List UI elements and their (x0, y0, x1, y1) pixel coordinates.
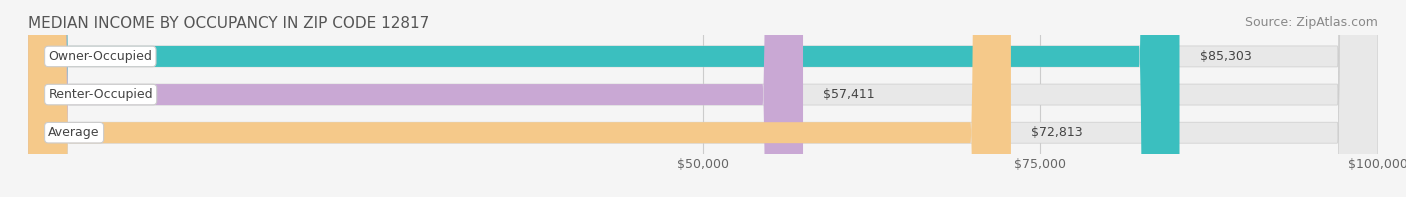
Text: $72,813: $72,813 (1031, 126, 1083, 139)
Text: $85,303: $85,303 (1199, 50, 1251, 63)
Text: Source: ZipAtlas.com: Source: ZipAtlas.com (1244, 16, 1378, 29)
Text: Renter-Occupied: Renter-Occupied (48, 88, 153, 101)
FancyBboxPatch shape (28, 0, 1378, 197)
Text: MEDIAN INCOME BY OCCUPANCY IN ZIP CODE 12817: MEDIAN INCOME BY OCCUPANCY IN ZIP CODE 1… (28, 16, 429, 31)
FancyBboxPatch shape (28, 0, 803, 197)
FancyBboxPatch shape (28, 0, 1378, 197)
FancyBboxPatch shape (28, 0, 1378, 197)
Text: Owner-Occupied: Owner-Occupied (48, 50, 152, 63)
Text: $57,411: $57,411 (824, 88, 875, 101)
FancyBboxPatch shape (28, 0, 1180, 197)
Text: Average: Average (48, 126, 100, 139)
FancyBboxPatch shape (28, 0, 1011, 197)
